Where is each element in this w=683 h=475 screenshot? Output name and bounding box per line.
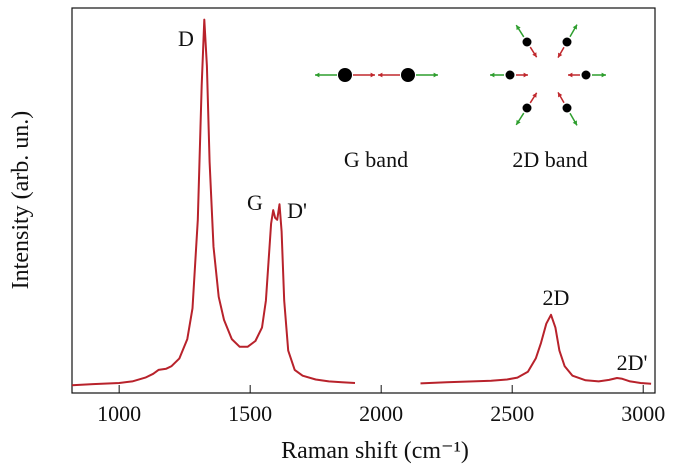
atom — [338, 68, 352, 82]
atom — [401, 68, 415, 82]
atom — [581, 70, 591, 80]
annotation: D' — [287, 198, 307, 223]
x-tick-label: 3000 — [621, 401, 665, 426]
mode-label: G band — [344, 147, 408, 172]
annotation: 2D — [543, 285, 570, 310]
y-axis-label: Intensity (arb. un.) — [8, 111, 34, 290]
arrow-head — [558, 92, 563, 98]
arrow-head — [490, 72, 495, 78]
atom — [522, 37, 532, 47]
arrow-head — [572, 24, 577, 30]
arrow-head — [516, 119, 521, 125]
x-tick-label: 2000 — [359, 401, 403, 426]
arrow-head — [516, 25, 521, 31]
arrow-head — [601, 72, 606, 78]
plot-frame — [71, 7, 656, 394]
arrow-head — [568, 72, 573, 78]
annotation: 2D' — [617, 350, 648, 375]
arrow-head — [315, 72, 320, 78]
x-tick-label: 2500 — [490, 401, 534, 426]
atom — [562, 37, 572, 47]
arrow-head — [523, 72, 528, 78]
arrow-head — [532, 52, 537, 58]
arrow-head — [532, 92, 537, 98]
atom — [562, 103, 572, 113]
arrow-head — [558, 52, 563, 58]
annotation: G — [247, 190, 263, 215]
atom — [505, 70, 515, 80]
annotation: D — [178, 26, 194, 51]
arrow-head — [572, 120, 577, 126]
vibration-icons — [315, 24, 606, 126]
spectrum-line — [71, 18, 652, 387]
x-tick-label: 1000 — [97, 401, 141, 426]
arrow-head — [433, 72, 438, 78]
x-tick-label: 1500 — [228, 401, 272, 426]
arrow-head — [378, 72, 383, 78]
atom — [522, 103, 532, 113]
x-axis-label: Raman shift (cm⁻¹) — [281, 438, 469, 464]
arrow-head — [370, 72, 375, 78]
mode-label: 2D band — [512, 147, 587, 172]
